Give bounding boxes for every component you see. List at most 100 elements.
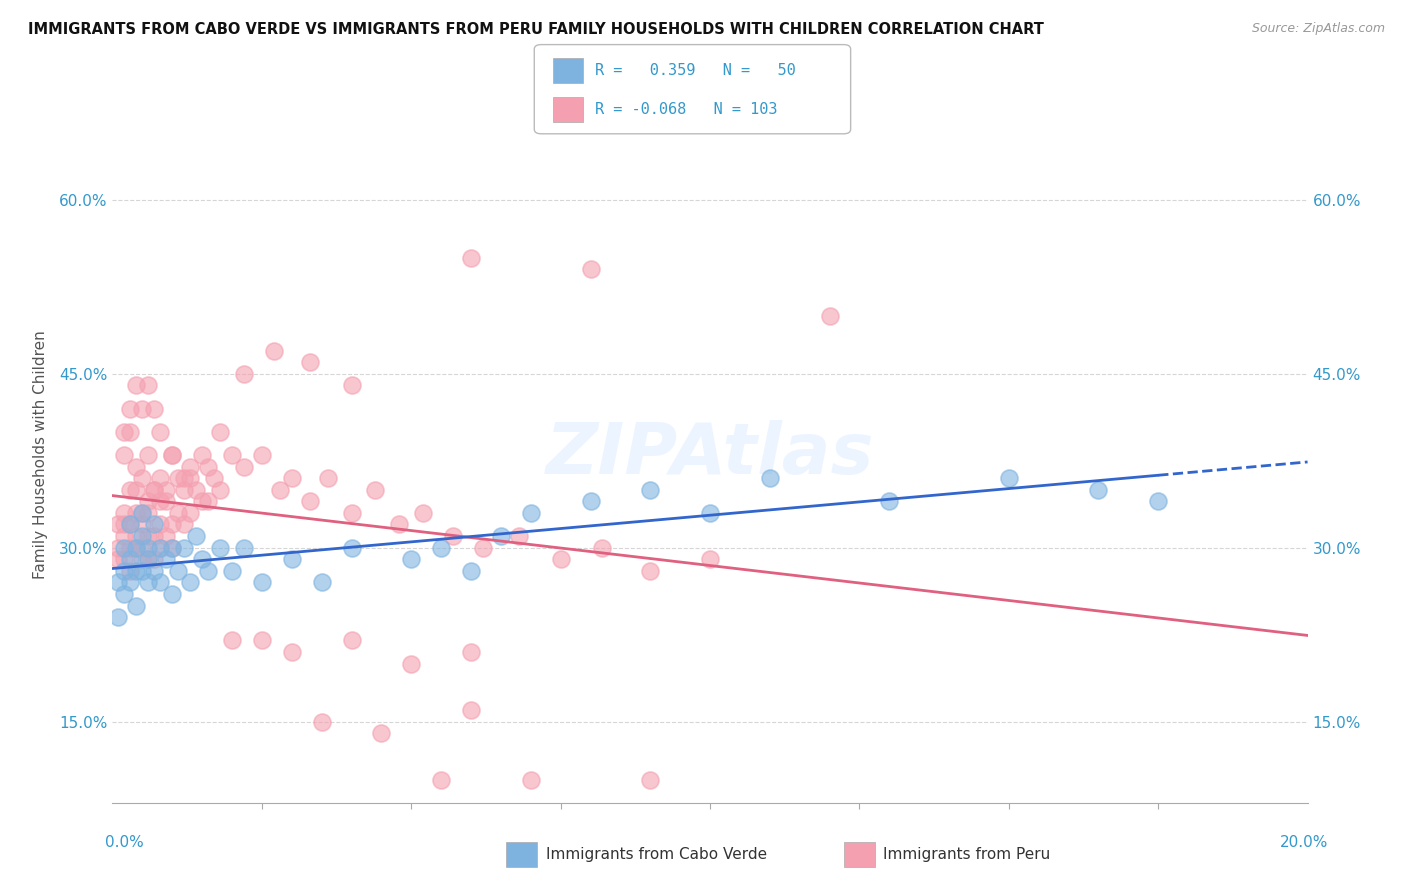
Point <box>138 378 160 392</box>
Point <box>592 541 614 555</box>
Point <box>114 552 135 566</box>
Point <box>197 564 219 578</box>
Point <box>233 541 256 555</box>
Point <box>155 552 177 566</box>
Point <box>167 564 190 578</box>
Point <box>179 575 201 590</box>
Point <box>281 471 304 485</box>
Point <box>209 425 232 439</box>
Y-axis label: Family Households with Children: Family Households with Children <box>32 331 48 579</box>
Point <box>191 552 214 566</box>
Point <box>120 425 142 439</box>
Point <box>149 425 172 439</box>
Point <box>120 552 142 566</box>
Point <box>120 483 142 497</box>
Point <box>412 506 434 520</box>
Point <box>107 575 129 590</box>
Point <box>138 541 160 555</box>
Point <box>131 506 153 520</box>
Point <box>138 552 160 566</box>
Point <box>640 483 662 497</box>
Point <box>640 564 662 578</box>
Point <box>173 517 195 532</box>
Point <box>430 772 453 787</box>
Point <box>114 425 135 439</box>
Point <box>520 772 543 787</box>
Point <box>131 401 153 416</box>
Point <box>221 633 243 648</box>
Point <box>550 552 572 566</box>
Point <box>155 529 177 543</box>
Text: Immigrants from Peru: Immigrants from Peru <box>883 847 1050 862</box>
Point <box>138 529 160 543</box>
Point <box>759 471 782 485</box>
Point <box>125 541 148 555</box>
Point <box>131 564 153 578</box>
Text: 0.0%: 0.0% <box>105 836 145 850</box>
Point <box>191 494 214 508</box>
Point <box>167 471 190 485</box>
Point <box>131 471 153 485</box>
Point <box>281 552 304 566</box>
Point <box>460 564 482 578</box>
Text: Source: ZipAtlas.com: Source: ZipAtlas.com <box>1251 22 1385 36</box>
Point <box>149 471 172 485</box>
Point <box>125 564 148 578</box>
Point <box>143 483 166 497</box>
Point <box>202 471 225 485</box>
Point <box>179 506 201 520</box>
Point <box>269 483 291 497</box>
Point <box>125 506 148 520</box>
Point <box>162 517 183 532</box>
Point <box>340 633 363 648</box>
Point <box>162 541 183 555</box>
Point <box>233 459 256 474</box>
Point <box>508 529 530 543</box>
Point <box>131 541 153 555</box>
Point <box>131 529 153 543</box>
Point <box>120 564 142 578</box>
Text: ZIPAtlas: ZIPAtlas <box>546 420 875 490</box>
Point <box>460 251 482 265</box>
Point <box>233 367 256 381</box>
Point <box>114 587 135 601</box>
Point <box>818 309 841 323</box>
Point <box>221 448 243 462</box>
Point <box>114 541 135 555</box>
Point <box>138 506 160 520</box>
Point <box>162 448 183 462</box>
Point <box>401 552 423 566</box>
Point <box>120 575 142 590</box>
Point <box>311 575 333 590</box>
Text: 20.0%: 20.0% <box>1281 836 1329 850</box>
Point <box>173 541 195 555</box>
Point <box>186 483 208 497</box>
Point <box>143 401 166 416</box>
Point <box>155 494 177 508</box>
Text: R = -0.068   N = 103: R = -0.068 N = 103 <box>595 103 778 117</box>
Point <box>162 587 183 601</box>
Text: R =   0.359   N =   50: R = 0.359 N = 50 <box>595 63 796 78</box>
Point <box>401 657 423 671</box>
Point <box>107 552 129 566</box>
Text: IMMIGRANTS FROM CABO VERDE VS IMMIGRANTS FROM PERU FAMILY HOUSEHOLDS WITH CHILDR: IMMIGRANTS FROM CABO VERDE VS IMMIGRANTS… <box>28 22 1045 37</box>
Point <box>120 517 142 532</box>
Point <box>125 541 148 555</box>
Point <box>149 575 172 590</box>
Point <box>179 471 201 485</box>
Point <box>173 471 195 485</box>
Text: Immigrants from Cabo Verde: Immigrants from Cabo Verde <box>546 847 766 862</box>
Point <box>460 645 482 659</box>
Point <box>1087 483 1109 497</box>
Point <box>149 494 172 508</box>
Point <box>120 401 142 416</box>
Point <box>131 506 153 520</box>
Point <box>209 483 232 497</box>
Point <box>298 355 321 369</box>
Point <box>149 541 172 555</box>
Point <box>430 541 453 555</box>
Point <box>143 552 166 566</box>
Point <box>186 529 208 543</box>
Point <box>179 459 201 474</box>
Point <box>316 471 339 485</box>
